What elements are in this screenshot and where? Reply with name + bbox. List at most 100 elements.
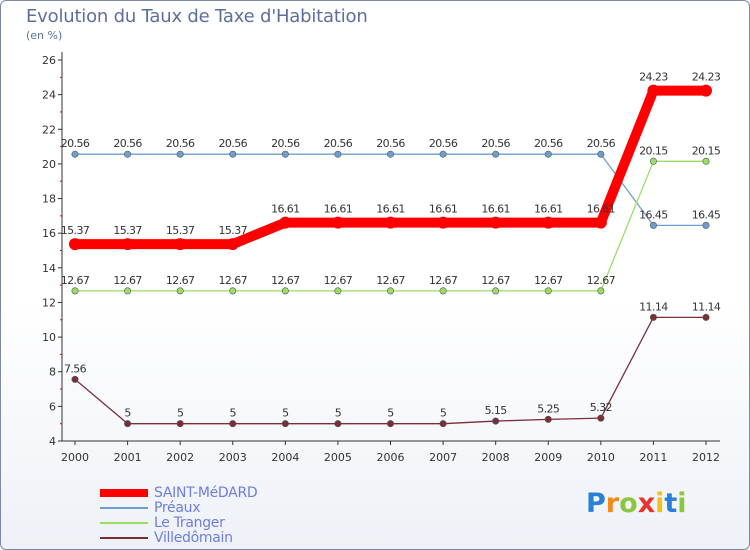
data-point (647, 84, 660, 97)
data-point (71, 375, 79, 383)
data-label: 5 (282, 407, 289, 420)
data-point (281, 420, 289, 428)
data-point (437, 216, 450, 229)
data-label: 7.56 (64, 362, 87, 375)
data-point (439, 420, 447, 428)
data-point (544, 415, 552, 423)
data-point (176, 150, 184, 158)
data-point (176, 287, 184, 295)
y-tick-label: 20 (42, 158, 56, 171)
y-tick-label: 18 (42, 193, 56, 206)
x-tick-label: 2010 (587, 451, 615, 464)
data-label: 16.45 (692, 208, 721, 221)
data-point (386, 287, 394, 295)
data-label: 20.56 (113, 137, 142, 150)
data-point (334, 420, 342, 428)
y-tick-label: 24 (42, 89, 56, 102)
data-label: 5 (177, 407, 184, 420)
x-tick-label: 2002 (166, 451, 194, 464)
data-point (489, 216, 502, 229)
data-point (229, 150, 237, 158)
data-point (649, 221, 657, 229)
data-label: 12.67 (166, 274, 195, 287)
x-tick-label: 2005 (324, 451, 352, 464)
data-point (334, 287, 342, 295)
data-label: 12.67 (481, 274, 510, 287)
data-label: 12.67 (587, 274, 616, 287)
data-label: 16.45 (639, 208, 668, 221)
data-point (331, 216, 344, 229)
x-tick-label: 2012 (692, 451, 720, 464)
data-label: 20.56 (166, 137, 195, 150)
y-tick-label: 14 (42, 262, 56, 275)
data-label: 16.61 (587, 203, 616, 216)
data-label: 12.67 (376, 274, 405, 287)
data-point (439, 150, 447, 158)
legend-label: Le Tranger (154, 515, 225, 531)
data-point (649, 157, 657, 165)
x-tick-label: 2001 (114, 451, 142, 464)
data-point (279, 216, 292, 229)
logo-letter: o (619, 488, 638, 519)
data-label: 5 (440, 407, 447, 420)
data-label: 12.67 (429, 274, 458, 287)
data-label: 20.56 (376, 137, 405, 150)
data-point (71, 287, 79, 295)
logo-letter: t (664, 488, 678, 519)
data-label: 20.56 (219, 137, 248, 150)
data-label: 20.56 (534, 137, 563, 150)
data-point (71, 150, 79, 158)
data-label: 5 (124, 407, 131, 420)
legend-swatch (100, 489, 148, 497)
data-point (439, 287, 447, 295)
data-label: 5 (387, 407, 394, 420)
data-point (492, 417, 500, 425)
chart-title: Evolution du Taux de Taxe d'Habitation (26, 6, 368, 27)
data-label: 5.15 (485, 404, 508, 417)
data-label: 12.67 (534, 274, 563, 287)
data-label: 16.61 (271, 203, 300, 216)
legend-swatch (100, 507, 148, 509)
y-tick-label: 16 (42, 227, 56, 240)
data-label: 24.23 (639, 71, 668, 84)
data-point (229, 420, 237, 428)
data-label: 20.15 (639, 144, 668, 157)
logo-letter: i (655, 488, 665, 519)
data-label: 5.25 (537, 402, 560, 415)
data-label: 12.67 (113, 274, 142, 287)
chart-unit: (en %) (26, 29, 63, 42)
data-label: 11.14 (639, 300, 668, 313)
data-label: 15.37 (113, 224, 142, 237)
data-point (702, 313, 710, 321)
data-label: 16.61 (534, 203, 563, 216)
x-tick-label: 2008 (482, 451, 510, 464)
data-point (544, 150, 552, 158)
data-point (594, 216, 607, 229)
x-tick-label: 2003 (219, 451, 247, 464)
data-point (69, 238, 81, 251)
x-tick-label: 2007 (429, 451, 457, 464)
data-point (702, 157, 710, 165)
data-point (121, 238, 134, 251)
y-tick-label: 6 (49, 400, 56, 413)
data-point (544, 287, 552, 295)
logo-letter: i (677, 488, 687, 519)
y-tick-label: 26 (42, 54, 56, 67)
data-label: 16.61 (376, 203, 405, 216)
data-label: 15.37 (219, 224, 248, 237)
x-tick-label: 2011 (639, 451, 667, 464)
data-point (124, 150, 132, 158)
data-point (542, 216, 555, 229)
data-label: 15.37 (166, 224, 195, 237)
data-point (334, 150, 342, 158)
data-point (174, 238, 187, 251)
data-point (124, 420, 132, 428)
data-point (281, 287, 289, 295)
logo-letter: x (637, 488, 656, 519)
data-label: 5 (335, 407, 342, 420)
y-tick-label: 22 (42, 123, 56, 136)
data-label: 12.67 (219, 274, 248, 287)
legend-swatch (100, 537, 148, 539)
